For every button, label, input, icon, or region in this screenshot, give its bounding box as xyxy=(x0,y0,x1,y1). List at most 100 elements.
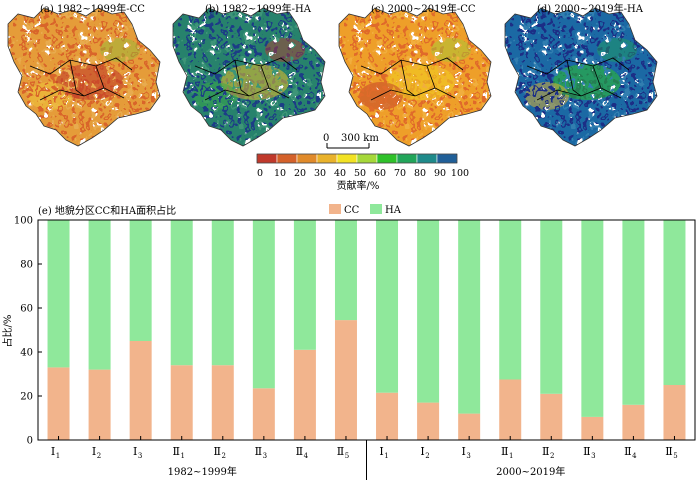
x-tick-label: Ⅰ1 xyxy=(379,445,388,460)
bar-ha xyxy=(293,220,316,350)
bar-cc xyxy=(663,385,686,440)
bar-cc xyxy=(334,320,357,440)
bar-ha xyxy=(622,220,645,405)
x-tick-label: Ⅱ3 xyxy=(255,445,267,460)
x-tick-label: Ⅱ4 xyxy=(296,445,309,460)
map-raster-patch xyxy=(193,82,237,110)
x-tick-label: Ⅱ2 xyxy=(542,445,554,460)
colorbar-tick: 70 xyxy=(394,168,406,179)
scale-bar: 0 300 km xyxy=(323,133,379,149)
group-label: 2000~2019年 xyxy=(496,465,565,478)
geomorphic-zone-lines xyxy=(29,57,133,101)
bar-ha xyxy=(47,220,70,368)
bars xyxy=(47,220,686,440)
y-tick-label: 40 xyxy=(20,348,33,359)
bar-cc xyxy=(293,349,316,440)
colorbar-tick: 100 xyxy=(451,168,469,179)
y-axis-label: 占比/% xyxy=(1,315,14,348)
colorbar-swatch xyxy=(436,153,458,164)
bar-cc xyxy=(252,388,275,440)
bar-ha xyxy=(540,220,563,394)
y-axis: 0 20 40 60 80 100 xyxy=(14,216,42,447)
bar-cc xyxy=(170,365,193,440)
bar-cc xyxy=(622,404,645,440)
region-boundary xyxy=(504,7,658,147)
geomorphic-zone-lines xyxy=(360,57,464,101)
x-tick-label: Ⅰ2 xyxy=(420,445,429,460)
x-tick-label: Ⅱ2 xyxy=(214,445,226,460)
y-tick-label: 80 xyxy=(20,260,33,271)
x-tick-label: Ⅱ4 xyxy=(624,445,637,460)
x-tick-label: Ⅰ3 xyxy=(461,445,470,460)
bar-ha xyxy=(129,220,152,341)
y-tick-label: 60 xyxy=(20,304,33,315)
map-raster-patch xyxy=(597,38,637,62)
colorbar-swatch xyxy=(256,153,278,164)
region-boundary xyxy=(338,7,492,147)
colorbar-swatch xyxy=(356,153,378,164)
bar-ha xyxy=(334,220,357,321)
bar-cc xyxy=(540,393,563,440)
x-axis: Ⅰ1 Ⅰ2 Ⅰ3 Ⅱ1 Ⅱ2 Ⅱ3 Ⅱ4 Ⅱ5 Ⅰ1 Ⅰ2 Ⅰ3 Ⅱ1 Ⅱ2 Ⅱ3 Ⅱ4 Ⅱ5 1982~199… xyxy=(51,436,678,480)
bar-ha xyxy=(376,220,399,393)
y-tick-label: 0 xyxy=(27,436,33,447)
colorbar-swatch xyxy=(396,153,418,164)
chart-title: (e) 地貌分区CC和HA面积占比 xyxy=(38,204,176,217)
colorbar-label: 贡献率/% xyxy=(337,179,380,192)
region-boundary xyxy=(172,7,326,147)
bar-chart: (e) 地貌分区CC和HA面积占比 CC HA 占比/% 0 20 40 60 80 100… xyxy=(1,204,696,480)
y-tick-label: 100 xyxy=(14,216,33,227)
x-tick-label: Ⅱ3 xyxy=(583,445,595,460)
map-panel: (a) 1982~1999年-CC xyxy=(7,2,161,147)
colorbar-swatch xyxy=(316,153,338,164)
colorbar-tick: 10 xyxy=(274,168,286,179)
map-panel: (d) 2000~2019年-HA xyxy=(504,2,658,147)
legend-label: CC xyxy=(344,205,360,216)
map-panel-title: (d) 2000~2019年-HA xyxy=(537,2,644,15)
map-raster-patch xyxy=(525,82,569,110)
colorbar-swatch xyxy=(416,153,438,164)
legend: CC HA xyxy=(329,204,402,216)
legend-swatch xyxy=(370,204,382,214)
colorbar-tick: 60 xyxy=(374,168,386,179)
bar-cc xyxy=(47,367,70,440)
bar-ha xyxy=(417,220,440,403)
map-raster-patch xyxy=(431,38,471,62)
geomorphic-zone-lines xyxy=(194,57,298,101)
plot-frame xyxy=(37,219,696,441)
map-panels: (a) 1982~1999年-CC (b) 1982~1999年-HA (c) 20… xyxy=(7,2,658,147)
map-panel-title: (b) 1982~1999年-HA xyxy=(205,2,312,15)
scalebar-distance: 300 km xyxy=(341,133,379,144)
bar-cc xyxy=(417,402,440,440)
legend-swatch xyxy=(329,204,341,214)
colorbar-tick: 80 xyxy=(414,168,426,179)
colorbar-swatch xyxy=(276,153,298,164)
x-tick-label: Ⅱ5 xyxy=(665,445,677,460)
map-raster-patch xyxy=(28,82,72,110)
x-tick-label: Ⅰ2 xyxy=(92,445,101,460)
bar-cc xyxy=(458,413,481,440)
colorbar-swatch xyxy=(296,153,318,164)
map-panel: (b) 1982~1999年-HA xyxy=(172,2,326,147)
group-label: 1982~1999年 xyxy=(168,465,237,478)
map-panel: (c) 2000~2019年-CC xyxy=(338,2,492,147)
bar-ha xyxy=(581,220,604,417)
bar-cc xyxy=(88,369,111,440)
bar-cc xyxy=(499,379,522,440)
map-raster-patch xyxy=(359,82,403,110)
x-tick-label: Ⅰ3 xyxy=(133,445,142,460)
map-panel-title: (c) 2000~2019年-CC xyxy=(371,2,476,15)
bar-ha xyxy=(88,220,111,370)
x-tick-label: Ⅱ1 xyxy=(172,445,184,460)
bar-ha xyxy=(211,220,234,366)
geomorphic-zone-lines xyxy=(526,57,630,101)
colorbar-swatch xyxy=(336,153,358,164)
colorbar-tick: 40 xyxy=(334,168,346,179)
x-tick-label: Ⅱ5 xyxy=(337,445,349,460)
colorbar-frame xyxy=(256,153,458,164)
map-raster-patch xyxy=(265,38,305,62)
colorbar-tick: 90 xyxy=(434,168,446,179)
bar-ha xyxy=(252,220,275,389)
legend-label: HA xyxy=(385,205,402,216)
